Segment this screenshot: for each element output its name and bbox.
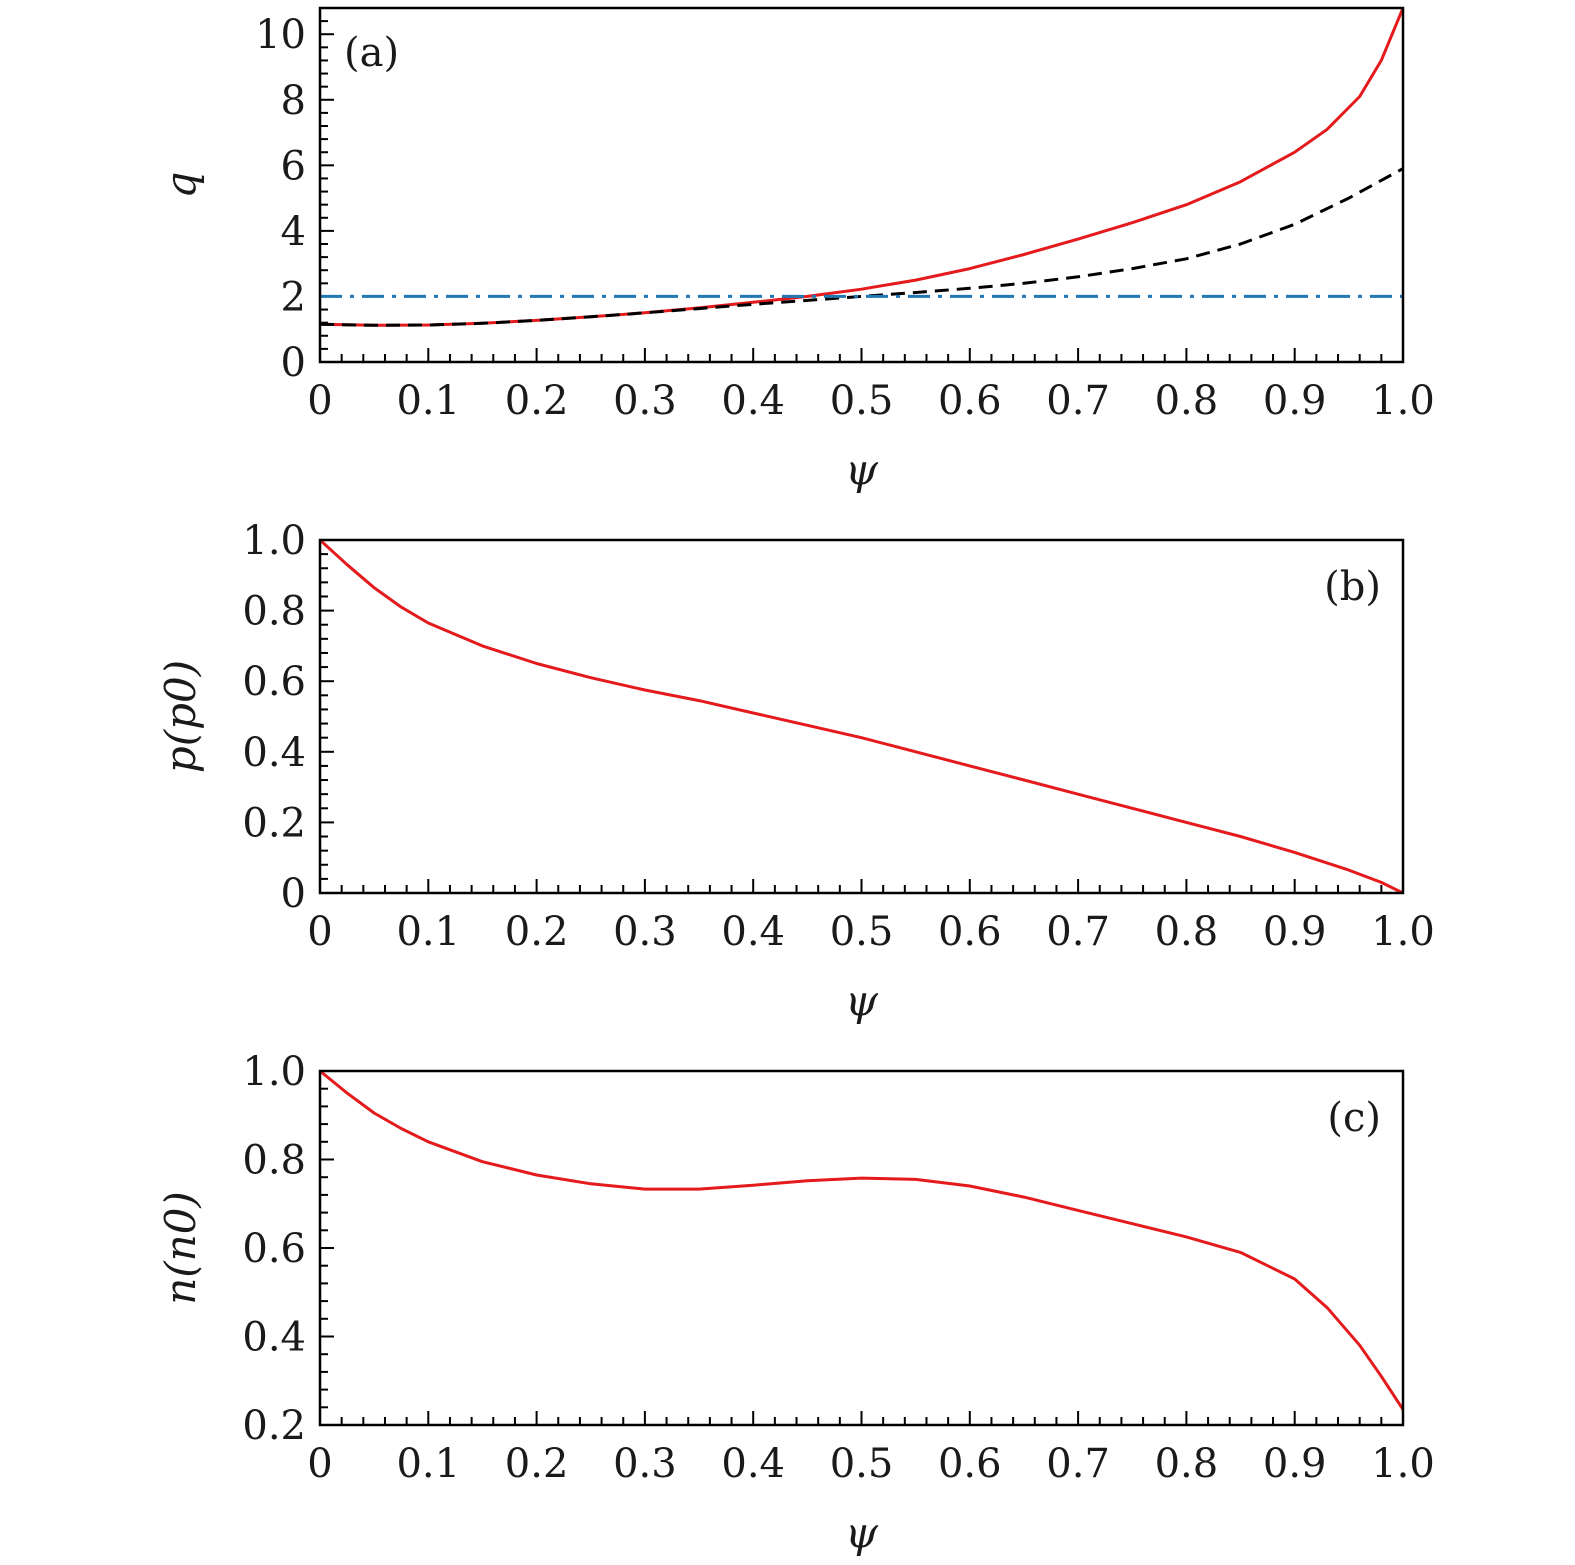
x-tick-label: 0.6 <box>938 1441 1002 1487</box>
x-tick-label: 0.9 <box>1263 378 1327 424</box>
x-tick-label: 0.8 <box>1155 909 1219 955</box>
series-line-0 <box>320 540 1403 893</box>
y-tick-label: 0.2 <box>242 1403 306 1449</box>
x-axis-label: ψ <box>845 976 879 1025</box>
x-tick-label: 1.0 <box>1371 1441 1435 1487</box>
y-tick-label: 0.6 <box>242 659 306 705</box>
x-axis-label: ψ <box>845 1508 879 1557</box>
x-tick-label: 0.4 <box>721 909 785 955</box>
x-tick-label: 0.2 <box>505 909 569 955</box>
x-axis-label: ψ <box>845 445 879 494</box>
x-tick-label: 0.7 <box>1046 1441 1110 1487</box>
y-tick-label: 10 <box>255 12 306 58</box>
x-tick-label: 1.0 <box>1371 378 1435 424</box>
panel-label: (c) <box>1327 1095 1381 1141</box>
x-tick-label: 0.5 <box>830 1441 894 1487</box>
y-tick-label: 6 <box>281 143 306 189</box>
y-tick-label: 0 <box>281 871 306 917</box>
panel-label: (b) <box>1324 564 1381 610</box>
x-tick-label: 0.3 <box>613 1441 677 1487</box>
y-tick-label: 2 <box>281 274 306 320</box>
x-tick-label: 0.3 <box>613 378 677 424</box>
y-tick-label: 0.8 <box>242 1138 306 1184</box>
plot-frame <box>318 538 1405 895</box>
x-tick-label: 0.7 <box>1046 378 1110 424</box>
x-tick-label: 0.6 <box>938 909 1002 955</box>
y-tick-label: 0.8 <box>242 589 306 635</box>
x-tick-label: 0.1 <box>396 909 460 955</box>
y-tick-label: 4 <box>281 209 306 255</box>
x-tick-label: 0 <box>307 909 332 955</box>
y-tick-label: 0.4 <box>242 730 306 776</box>
x-tick-label: 0.6 <box>938 378 1002 424</box>
x-tick-label: 0.8 <box>1155 1441 1219 1487</box>
x-tick-label: 0 <box>307 1441 332 1487</box>
y-tick-label: 0.4 <box>242 1315 306 1361</box>
series-line-0 <box>320 8 1403 327</box>
y-axis-label: p(p0) <box>156 660 205 773</box>
x-tick-label: 0.9 <box>1263 1441 1327 1487</box>
x-tick-label: 0.1 <box>396 1441 460 1487</box>
x-tick-label: 1.0 <box>1371 909 1435 955</box>
y-tick-label: 0.6 <box>242 1226 306 1272</box>
panel-label: (a) <box>344 30 399 76</box>
x-tick-label: 0.9 <box>1263 909 1327 955</box>
x-tick-label: 0 <box>307 378 332 424</box>
y-tick-label: 1.0 <box>242 1049 306 1095</box>
y-axis-label: q <box>156 172 205 199</box>
y-tick-label: 0.2 <box>242 800 306 846</box>
y-tick-label: 0 <box>281 340 306 386</box>
plot-frame <box>318 6 1405 364</box>
x-tick-label: 0.5 <box>830 378 894 424</box>
y-tick-label: 1.0 <box>242 518 306 564</box>
x-tick-label: 0.2 <box>505 378 569 424</box>
y-axis-label: n(n0) <box>156 1191 205 1305</box>
plot-frame <box>318 1069 1405 1427</box>
x-tick-label: 0.5 <box>830 909 894 955</box>
x-tick-label: 0.1 <box>396 378 460 424</box>
x-tick-label: 0.4 <box>721 1441 785 1487</box>
x-tick-label: 0.7 <box>1046 909 1110 955</box>
x-tick-label: 0.8 <box>1155 378 1219 424</box>
x-tick-label: 0.4 <box>721 378 785 424</box>
y-tick-label: 8 <box>281 78 306 124</box>
x-tick-label: 0.2 <box>505 1441 569 1487</box>
series-line-0 <box>320 1071 1403 1411</box>
x-tick-label: 0.3 <box>613 909 677 955</box>
series-line-1 <box>320 167 1403 327</box>
